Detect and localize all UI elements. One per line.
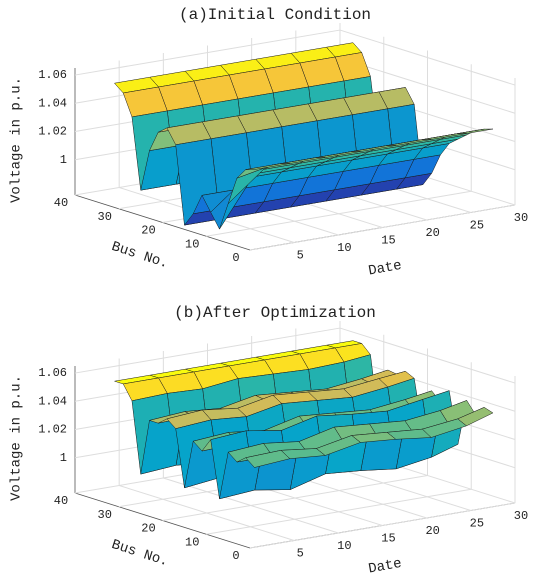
z-axis-label: Voltage in p.u. xyxy=(9,375,25,501)
y-tick-label: 10 xyxy=(185,237,199,251)
y-tick-label: 40 xyxy=(54,494,68,508)
y-tick-label: 20 xyxy=(141,522,155,536)
x-tick-label: 5 xyxy=(297,249,304,263)
x-tick-label: 20 xyxy=(425,226,439,240)
chart-title: (a)Initial Condition xyxy=(179,6,371,24)
surface-patch xyxy=(245,163,291,170)
x-tick-label: 15 xyxy=(381,234,395,248)
x-axis-label: Date xyxy=(367,258,403,280)
z-tick-label: 1.06 xyxy=(38,68,67,82)
y-tick-label: 0 xyxy=(232,549,239,563)
x-tick-label: 25 xyxy=(470,517,484,531)
surface-chart: (a)Initial Condition 1 1.02 1.04 1.06 0 10 20 30… xyxy=(9,6,529,279)
z-tick-label: 1.02 xyxy=(38,125,67,139)
grid-line xyxy=(119,485,295,541)
z-tick-label: 1 xyxy=(60,153,67,167)
y-tick-label: 40 xyxy=(54,196,68,210)
z-tick-label: 1.02 xyxy=(38,423,67,437)
y-tick-label: 30 xyxy=(98,210,112,224)
y-tick-label: 10 xyxy=(185,535,199,549)
chart-title: (b)After Optimization xyxy=(174,304,376,322)
x-tick-label: 5 xyxy=(297,547,304,561)
x-tick-label: 30 xyxy=(514,211,528,225)
y-axis-label: Bus No. xyxy=(109,239,170,272)
x-tick-label: 15 xyxy=(381,532,395,546)
x-tick-label: 10 xyxy=(337,241,351,255)
grid-line xyxy=(163,477,339,534)
z-tick-label: 1 xyxy=(60,451,67,465)
z-tick-label: 1.06 xyxy=(38,366,67,380)
z-tick-label: 1.04 xyxy=(38,394,67,408)
z-tick-label: 1.04 xyxy=(38,96,67,110)
surface-patch xyxy=(245,450,291,468)
y-tick-label: 20 xyxy=(141,224,155,238)
surface-chart: (b)After Optimization 1 1.02 1.04 1.06 0 10 20 3… xyxy=(9,304,529,577)
x-tick-label: 25 xyxy=(470,219,484,233)
x-axis-label: Date xyxy=(367,556,403,578)
x-tick-label: 20 xyxy=(425,524,439,538)
y-axis-label: Bus No. xyxy=(109,537,170,570)
z-axis-label: Voltage in p.u. xyxy=(9,77,25,203)
y-tick-label: 0 xyxy=(232,251,239,265)
x-tick-label: 10 xyxy=(337,539,351,553)
x-tick-label: 30 xyxy=(514,509,528,523)
y-tick-label: 30 xyxy=(98,508,112,522)
